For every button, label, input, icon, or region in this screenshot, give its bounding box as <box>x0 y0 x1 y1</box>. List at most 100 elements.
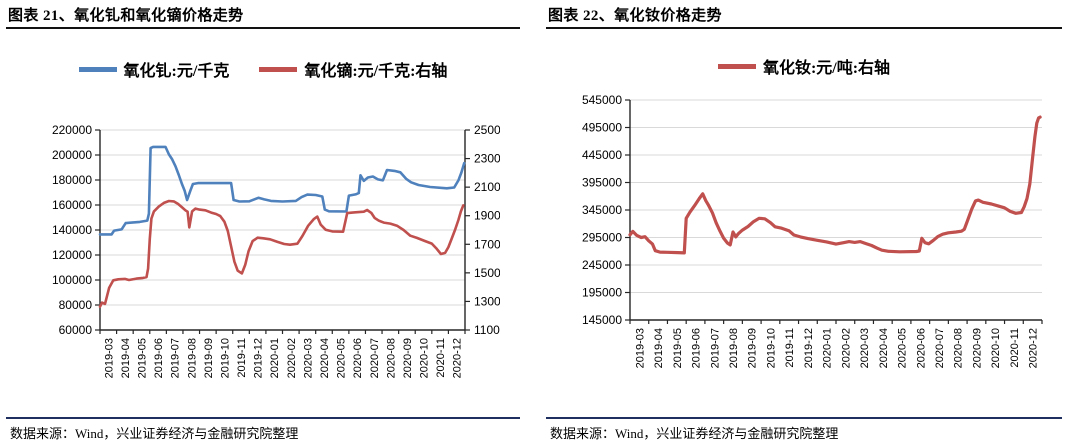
gridlines <box>630 99 1042 293</box>
legend-item-0: 氧化钆:元/千克 <box>78 57 230 81</box>
svg-text:60000: 60000 <box>59 323 93 337</box>
svg-text:445000: 445000 <box>582 148 622 162</box>
figure-22-source: 数据来源：Wind，兴业证券经济与金融研究院整理 <box>550 426 839 441</box>
svg-text:2019-10: 2019-10 <box>219 338 231 378</box>
svg-text:2020-12: 2020-12 <box>1028 328 1040 368</box>
svg-text:145000: 145000 <box>582 313 622 327</box>
svg-text:1100: 1100 <box>474 323 500 337</box>
svg-text:2020-09: 2020-09 <box>971 328 983 368</box>
svg-text:180000: 180000 <box>52 173 92 187</box>
svg-text:1900: 1900 <box>474 209 500 223</box>
figure-22-line-chart: 545000 495000 445000 395000 345000 295000 2450… <box>558 85 1058 410</box>
chart-svg: 220000 200000 180000 160000 140000 120000 1000… <box>52 123 501 378</box>
svg-text:2019-06: 2019-06 <box>153 338 165 378</box>
figure-22-bottom-rule <box>546 417 1062 419</box>
svg-text:2020-06: 2020-06 <box>915 328 927 368</box>
legend-label: 氧化镝:元/千克:右轴 <box>304 63 448 80</box>
svg-text:2020-05: 2020-05 <box>897 328 909 368</box>
svg-text:2019-04: 2019-04 <box>120 338 132 378</box>
svg-text:2020-01: 2020-01 <box>269 338 281 378</box>
svg-text:2019-03: 2019-03 <box>103 338 115 378</box>
svg-text:80000: 80000 <box>59 298 93 312</box>
svg-text:2300: 2300 <box>474 152 500 166</box>
svg-text:495000: 495000 <box>582 121 622 135</box>
svg-text:2100: 2100 <box>474 180 500 194</box>
legend-label: 氧化钕:元/吨:右轴 <box>762 60 891 77</box>
y-axis-right-labels: 2500 2300 2100 1900 1700 1500 1300 1100 <box>465 123 501 337</box>
x-axis-labels: 2019-03 2019-04 2019-05 2019-06 2019-07 2019-… <box>629 320 1043 368</box>
svg-text:2019-05: 2019-05 <box>672 328 684 368</box>
svg-text:2019-09: 2019-09 <box>203 338 215 378</box>
svg-text:160000: 160000 <box>52 198 92 212</box>
y-axis-left-labels: 220000 200000 180000 160000 140000 120000 1000… <box>52 123 100 337</box>
svg-text:395000: 395000 <box>582 176 622 190</box>
svg-text:2020-04: 2020-04 <box>319 338 331 378</box>
svg-text:2019-06: 2019-06 <box>691 328 703 368</box>
svg-text:2019-11: 2019-11 <box>784 328 796 368</box>
svg-text:2020-06: 2020-06 <box>352 338 364 378</box>
svg-text:2019-07: 2019-07 <box>170 338 182 378</box>
series-line-0 <box>628 115 1042 255</box>
figure-21-source: 数据来源：Wind，兴业证券经济与金融研究院整理 <box>10 426 299 441</box>
svg-text:2019-08: 2019-08 <box>186 338 198 378</box>
svg-text:140000: 140000 <box>52 223 92 237</box>
legend-label: 氧化钆:元/千克 <box>123 63 230 80</box>
figure-22-title: 图表 22、氧化钕价格走势 <box>548 8 722 24</box>
svg-text:1700: 1700 <box>474 237 500 251</box>
svg-text:2020-12: 2020-12 <box>452 338 464 378</box>
svg-text:2020-01: 2020-01 <box>822 328 834 368</box>
svg-text:2019-04: 2019-04 <box>653 328 665 368</box>
svg-text:2020-07: 2020-07 <box>369 338 381 378</box>
figure-21-title-rule <box>6 27 520 29</box>
svg-text:2020-07: 2020-07 <box>934 328 946 368</box>
gridlines <box>100 129 465 306</box>
svg-text:545000: 545000 <box>582 93 622 107</box>
figure-21-legend: 氧化钆:元/千克 氧化镝:元/千克:右轴 <box>6 57 520 81</box>
svg-text:2019-09: 2019-09 <box>747 328 759 368</box>
svg-text:2500: 2500 <box>474 123 500 137</box>
svg-text:200000: 200000 <box>52 148 92 162</box>
figure-21-bottom-rule <box>6 417 520 419</box>
y-axis-left-labels: 545000 495000 445000 395000 345000 295000 2450… <box>582 93 630 327</box>
svg-text:2019-05: 2019-05 <box>136 338 148 378</box>
svg-text:345000: 345000 <box>582 203 622 217</box>
series-line-1 <box>98 199 465 308</box>
x-axis-labels: 2019-03 2019-04 2019-05 2019-06 2019-07 2019-… <box>99 330 466 378</box>
series-line-0 <box>98 145 466 236</box>
svg-text:2019-07: 2019-07 <box>709 328 721 368</box>
svg-text:2020-05: 2020-05 <box>336 338 348 378</box>
svg-text:245000: 245000 <box>582 258 622 272</box>
svg-text:2020-02: 2020-02 <box>840 328 852 368</box>
svg-text:2020-03: 2020-03 <box>302 338 314 378</box>
svg-text:1500: 1500 <box>474 266 500 280</box>
legend-line-swatch <box>78 66 117 72</box>
svg-text:1300: 1300 <box>474 294 500 308</box>
svg-text:2019-08: 2019-08 <box>728 328 740 368</box>
svg-text:195000: 195000 <box>582 286 622 300</box>
svg-text:2020-09: 2020-09 <box>402 338 414 378</box>
figure-22-title-rule <box>546 27 1062 29</box>
svg-text:2019-12: 2019-12 <box>803 328 815 368</box>
figure-22-legend: 氧化钕:元/吨:右轴 <box>546 54 1062 78</box>
figure-21-title: 图表 21、氧化钆和氧化镝价格走势 <box>8 8 244 24</box>
figure-22-panel: 图表 22、氧化钕价格走势 氧化钕:元/吨:右轴 545000 495000 445… <box>546 0 1062 447</box>
svg-text:295000: 295000 <box>582 231 622 245</box>
svg-text:2020-10: 2020-10 <box>419 338 431 378</box>
svg-text:2020-11: 2020-11 <box>1009 328 1021 368</box>
svg-text:220000: 220000 <box>52 123 92 137</box>
svg-text:2020-10: 2020-10 <box>990 328 1002 368</box>
legend-item-1: 氧化镝:元/千克:右轴 <box>259 57 447 81</box>
legend-item-0: 氧化钕:元/吨:右轴 <box>717 54 891 78</box>
svg-text:2019-12: 2019-12 <box>253 338 265 378</box>
figure-21-line-chart: 220000 200000 180000 160000 140000 120000 1000… <box>20 95 501 410</box>
svg-text:2020-03: 2020-03 <box>859 328 871 368</box>
svg-text:2020-04: 2020-04 <box>878 328 890 368</box>
legend-line-swatch <box>717 63 756 69</box>
svg-text:2019-10: 2019-10 <box>765 328 777 368</box>
svg-text:2020-11: 2020-11 <box>435 338 447 378</box>
svg-text:120000: 120000 <box>52 248 92 262</box>
svg-text:100000: 100000 <box>52 273 92 287</box>
svg-text:2020-08: 2020-08 <box>385 338 397 378</box>
figure-21-panel: 图表 21、氧化钆和氧化镝价格走势 氧化钆:元/千克 氧化镝:元/千克:右轴 22… <box>6 0 520 447</box>
